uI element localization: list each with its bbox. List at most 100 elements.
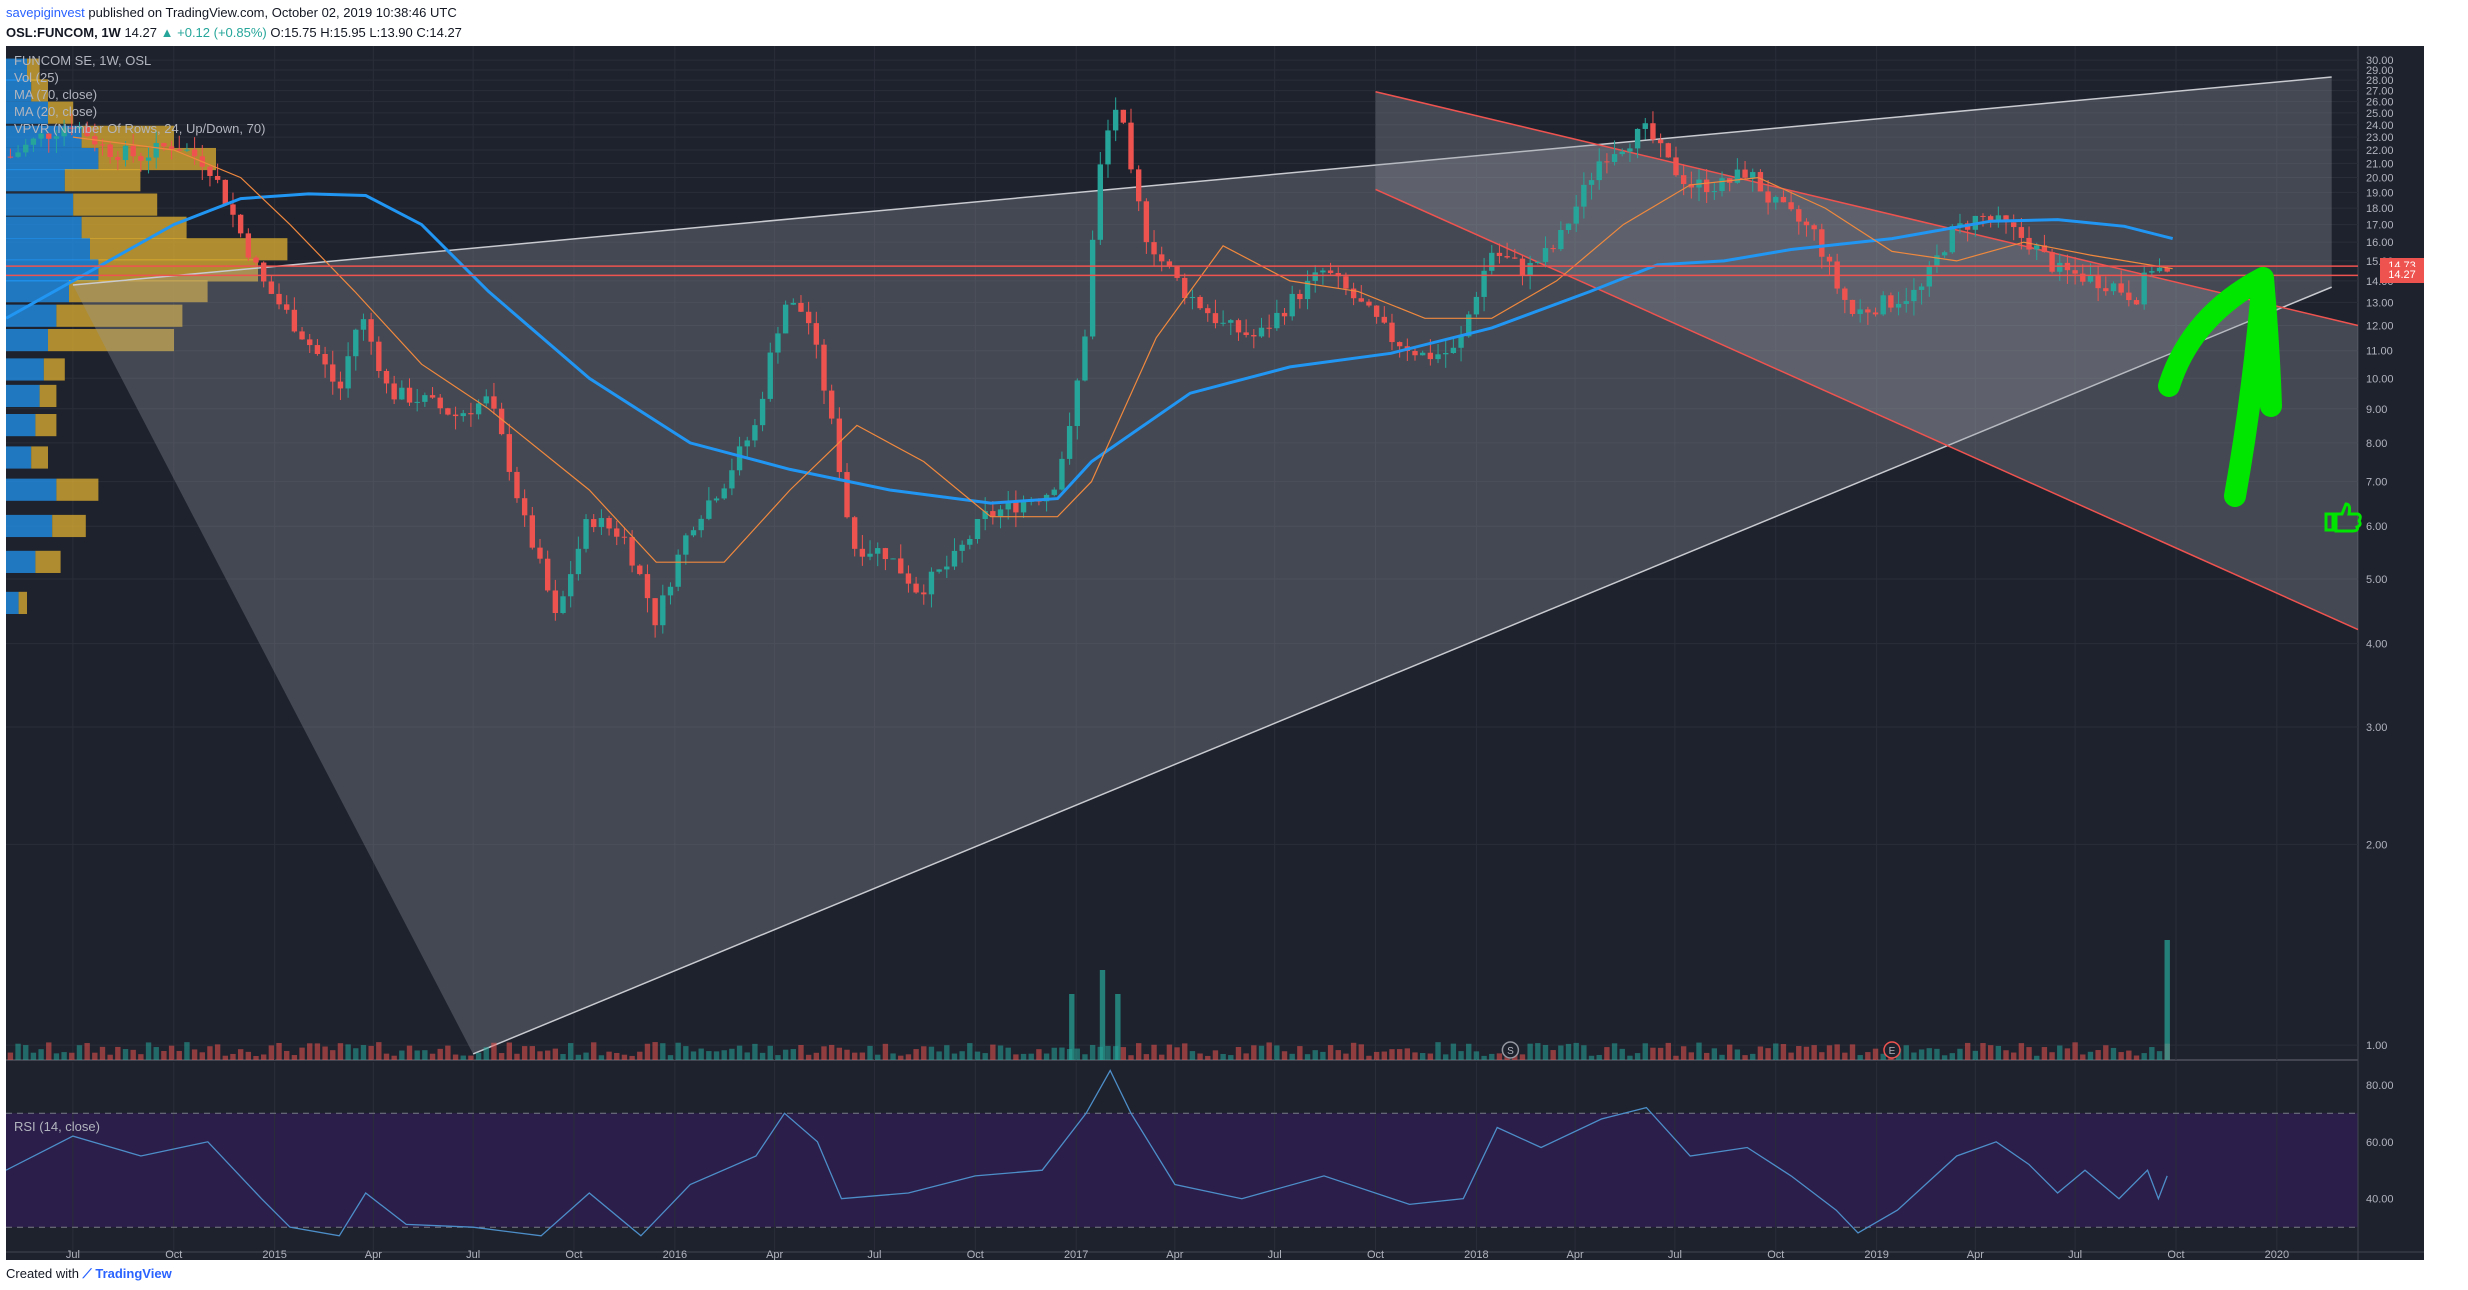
- author-link[interactable]: savepiginvest: [6, 5, 85, 20]
- legend-ma20[interactable]: MA (20, close): [14, 104, 98, 119]
- chart-area[interactable]: 1.00 2.00 3.00 4.00 5.00 6.00 7.00 8.00 9.00 10.0…: [6, 46, 2424, 1260]
- candle-body: [1251, 335, 1257, 337]
- legend-ma70[interactable]: MA (70, close): [14, 87, 98, 102]
- ascending-channel-lower-line[interactable]: [472, 286, 2332, 1055]
- candle-body: [460, 413, 466, 417]
- vpvr-down-row: [56, 304, 183, 327]
- volume-bar: [268, 1045, 275, 1060]
- candle-body: [130, 145, 136, 157]
- vpvr-up-row: [6, 384, 40, 408]
- ascending-channel[interactable]: [72, 76, 2332, 1055]
- candle-body: [2080, 273, 2086, 282]
- footer-brand[interactable]: TradingView: [95, 1266, 172, 1281]
- volume-bar: [1082, 1054, 1088, 1060]
- vpvr-down-row: [18, 591, 27, 615]
- candle-body: [322, 353, 328, 365]
- candle-body: [399, 387, 405, 400]
- volume-bar: [491, 1042, 497, 1060]
- candle-body: [1757, 172, 1764, 192]
- volume-bar: [1811, 1045, 1817, 1060]
- candle-body: [1427, 352, 1434, 360]
- volume-spike: [2164, 940, 2170, 1060]
- candle-body: [598, 518, 605, 528]
- candle-body: [1051, 489, 1057, 495]
- x-tick-label: Oct: [2167, 1249, 2184, 1260]
- up-arrow-icon[interactable]: [2158, 267, 2282, 507]
- volume-bar: [23, 1045, 29, 1060]
- legend-vol[interactable]: Vol (25): [14, 70, 59, 85]
- volume-bar: [1205, 1055, 1211, 1060]
- volume-bar: [1650, 1047, 1656, 1060]
- volume-bar: [767, 1045, 773, 1060]
- volume-bar: [1596, 1054, 1602, 1060]
- candle-body: [767, 352, 773, 399]
- volume-bar: [2133, 1055, 2140, 1060]
- rsi-band: [6, 1113, 2358, 1228]
- chart-canvas[interactable]: 1.00 2.00 3.00 4.00 5.00 6.00 7.00 8.00 9.00 10.0…: [6, 46, 2424, 1260]
- y-tick-label: 20.00: [2366, 173, 2394, 185]
- candle-body: [414, 401, 420, 403]
- legend-title[interactable]: FUNCOM SE, 1W, OSL: [14, 53, 152, 68]
- split-marker-icon[interactable]: S: [1501, 1041, 1520, 1059]
- candle-body: [898, 558, 904, 574]
- volume-bar: [752, 1043, 758, 1060]
- candle-body: [990, 511, 996, 517]
- volume-bar: [1458, 1051, 1464, 1060]
- descending-channel-upper-line[interactable]: [1375, 90, 2359, 327]
- thumbs-up-icon[interactable]: [2324, 502, 2362, 533]
- volume-bar: [790, 1049, 796, 1060]
- candle-body: [959, 544, 965, 551]
- x-tick-label: Apr: [1967, 1249, 1984, 1260]
- candle-body: [1995, 215, 2002, 221]
- vpvr-down-row: [81, 125, 174, 148]
- legend-vpvr[interactable]: VPVR (Number Of Rows, 24, Up/Down, 70): [14, 121, 266, 136]
- candle-body: [951, 550, 958, 567]
- vpvr-up-row: [6, 280, 69, 303]
- vpvr-up-row: [6, 328, 48, 352]
- volume-bar: [1604, 1047, 1610, 1060]
- rsi-legend[interactable]: RSI (14, close): [14, 1119, 100, 1134]
- candle-body: [529, 515, 536, 548]
- y-tick-label: 24.00: [2366, 120, 2394, 132]
- horizontal-lines[interactable]: [6, 265, 2358, 277]
- volume-bar: [2103, 1045, 2109, 1060]
- volume-bar: [2110, 1047, 2117, 1060]
- candle-body: [2149, 271, 2155, 273]
- volume-bar: [138, 1054, 144, 1060]
- candle-body: [284, 304, 290, 310]
- volume-bar: [1519, 1054, 1526, 1060]
- vpvr-up-row: [6, 58, 27, 81]
- candle-body: [1711, 191, 1718, 193]
- candle-body: [1066, 426, 1073, 459]
- candle-body: [1980, 215, 1986, 217]
- candle-body: [391, 383, 397, 400]
- tradingview-logo-icon[interactable]: ⟋: [82, 1266, 92, 1281]
- volume-bar: [38, 1049, 44, 1060]
- vpvr-up-row: [6, 514, 53, 538]
- candle-body: [1258, 327, 1265, 337]
- candle-body: [1803, 221, 1810, 226]
- candle-body: [214, 175, 221, 180]
- candle-body: [936, 569, 942, 572]
- volume-bar: [844, 1049, 850, 1060]
- volume-bar: [552, 1048, 559, 1060]
- volume-bar: [1005, 1047, 1011, 1060]
- volume-bar: [1773, 1043, 1779, 1060]
- ma70-line: [6, 192, 2174, 505]
- volume-bar: [913, 1049, 919, 1060]
- footer-created-with: Created with: [6, 1266, 79, 1281]
- candle-body: [1934, 255, 1940, 266]
- candle-body: [1373, 305, 1380, 317]
- candle-body: [491, 396, 497, 409]
- candle-body: [76, 126, 83, 129]
- volume-bar: [713, 1051, 720, 1060]
- candle-body: [575, 548, 582, 575]
- volume-bar: [360, 1045, 367, 1060]
- earnings-marker-icon[interactable]: E: [1883, 1041, 1901, 1059]
- volume-bar: [214, 1044, 221, 1060]
- vpvr-down-row: [35, 414, 57, 437]
- candle-body: [1773, 196, 1779, 203]
- volume-bar: [1366, 1055, 1372, 1060]
- volume-bar: [614, 1052, 620, 1060]
